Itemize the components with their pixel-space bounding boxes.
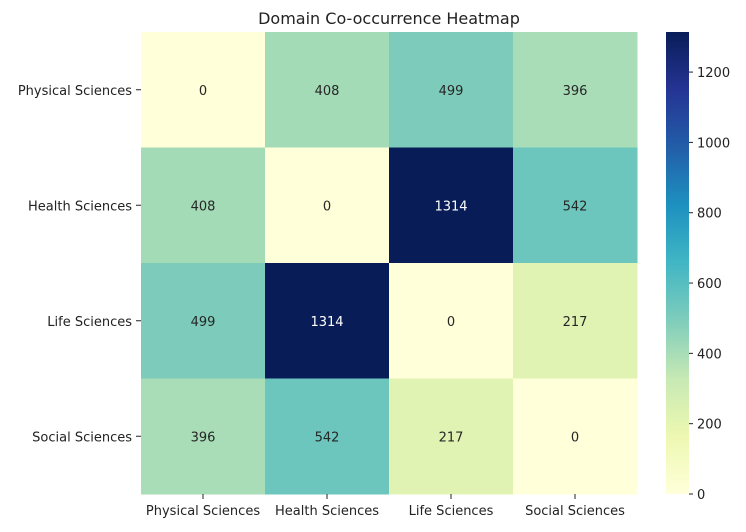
heatmap-cell [513, 378, 638, 495]
heatmap-cells [141, 32, 638, 495]
cell-value-label: 0 [323, 199, 331, 214]
heatmap-cell [265, 378, 390, 495]
y-tick-label: Health Sciences [28, 199, 132, 214]
y-tick-label: Physical Sciences [18, 84, 132, 99]
heatmap-cell [389, 263, 514, 379]
cell-value-label: 499 [439, 84, 464, 99]
colorbar-tick-label: 800 [697, 207, 722, 222]
cell-value-label: 542 [315, 430, 340, 445]
cell-value-label: 396 [191, 430, 216, 445]
cell-value-label: 1314 [434, 199, 467, 214]
chart-title: Domain Co-occurrence Heatmap [258, 9, 520, 28]
heatmap-cell [389, 378, 514, 495]
heatmap-cell-labels: 0 408 499 396 408 0 1314 542 499 1314 0 217 396 542 21… [191, 84, 588, 446]
colorbar-tick-label: 1000 [697, 136, 730, 151]
heatmap-cell [265, 263, 390, 379]
cell-value-label: 542 [563, 199, 588, 214]
heatmap-cell [513, 263, 638, 379]
colorbar-tick-label: 1200 [697, 66, 730, 81]
heatmap-cell [389, 32, 514, 148]
cell-value-label: 408 [191, 199, 216, 214]
colorbar: 0 200 400 600 800 1000 1200 [666, 32, 730, 503]
y-tick-label: Social Sciences [32, 430, 132, 445]
colorbar-tick-label: 200 [697, 418, 722, 433]
heatmap-cell [141, 147, 266, 264]
heatmap-cell [141, 378, 266, 495]
x-tick-label: Health Sciences [275, 504, 379, 519]
cell-value-label: 408 [315, 84, 340, 99]
heatmap-cell [141, 32, 266, 148]
x-axis: Physical Sciences Health Sciences Life Sci… [146, 494, 625, 519]
heatmap-cell [265, 32, 390, 148]
y-tick-label: Life Sciences [47, 315, 132, 330]
cell-value-label: 1314 [310, 315, 343, 330]
colorbar-gradient [666, 32, 689, 494]
cell-value-label: 217 [563, 315, 588, 330]
x-tick-label: Social Sciences [525, 504, 625, 519]
heatmap-cell [513, 147, 638, 264]
cell-value-label: 0 [199, 84, 207, 99]
cell-value-label: 217 [439, 430, 464, 445]
heatmap-cell [265, 147, 390, 264]
cell-value-label: 396 [563, 84, 588, 99]
cell-value-label: 0 [447, 315, 455, 330]
colorbar-tick-label: 0 [697, 488, 705, 503]
heatmap-cell [141, 263, 266, 379]
heatmap-cell [389, 147, 514, 264]
colorbar-tick-label: 600 [697, 277, 722, 292]
x-tick-label: Physical Sciences [146, 504, 260, 519]
cell-value-label: 0 [571, 430, 579, 445]
colorbar-tick-label: 400 [697, 347, 722, 362]
cell-value-label: 499 [191, 315, 216, 330]
y-axis: Physical Sciences Health Sciences Life Sci… [18, 84, 141, 445]
x-tick-label: Life Sciences [409, 504, 494, 519]
heatmap-cell [513, 32, 638, 148]
